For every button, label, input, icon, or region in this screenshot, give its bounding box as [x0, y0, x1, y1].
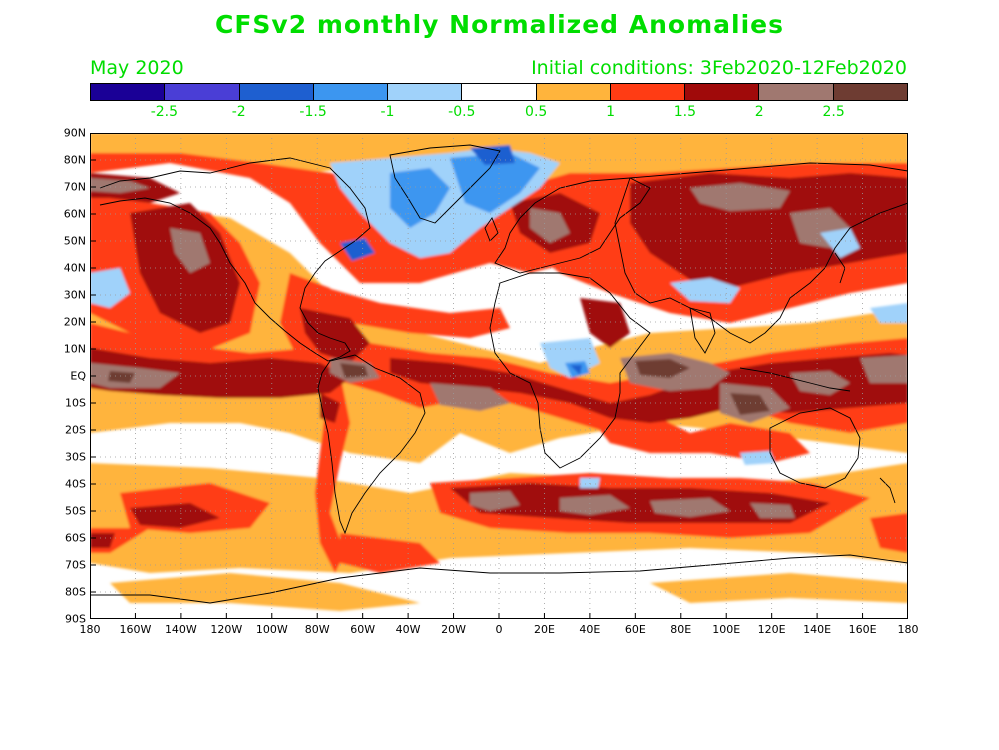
longitude-label: 100E — [712, 623, 741, 636]
latitude-label: 80N — [63, 153, 86, 167]
colorbar-cell — [165, 84, 240, 100]
latitude-label: EQ — [70, 369, 86, 383]
axis-ticks — [90, 133, 908, 619]
longitude-label: 80E — [670, 623, 692, 636]
latitude-label: 40N — [63, 261, 86, 275]
anomaly-fields — [90, 133, 908, 611]
colorbar-cell — [685, 84, 760, 100]
longitude-label: 160W — [119, 623, 152, 636]
longitude-label: 120W — [210, 623, 243, 636]
colorbar-label: -2.5 — [150, 104, 179, 120]
longitude-label: 120E — [757, 623, 786, 636]
colorbar-label: 0.5 — [525, 104, 548, 120]
latitude-label: 30N — [63, 288, 86, 302]
colorbar-cell — [759, 84, 834, 100]
longitude-label: 60E — [624, 623, 646, 636]
longitude-label: 140E — [803, 623, 832, 636]
latitude-label: 20N — [63, 315, 86, 329]
colorbar-cell — [313, 84, 389, 100]
initial-conditions-label: Initial conditions: 3Feb2020-12Feb2020 — [531, 57, 907, 79]
latitude-label: 70N — [63, 180, 86, 194]
latitude-label: 50S — [65, 504, 86, 518]
latitude-label: 90N — [63, 126, 86, 140]
latitude-label: 70S — [65, 558, 86, 572]
colorbar-label: -1.5 — [299, 104, 327, 120]
longitude-label: 180 — [79, 623, 101, 636]
colorbar-cell — [833, 84, 907, 100]
colorbar-cell — [91, 84, 166, 100]
latitude-label: 80S — [65, 585, 86, 599]
coastlines — [90, 144, 908, 604]
longitude-label: 80W — [304, 623, 330, 636]
colorbar-label: 2.5 — [822, 104, 845, 120]
colorbar-cell — [536, 84, 611, 100]
colorbar-cell — [239, 84, 314, 100]
longitude-label: 20E — [533, 623, 555, 636]
colorbar-cell — [388, 84, 463, 100]
latitude-label: 10N — [63, 342, 86, 356]
latitude-label: 60N — [63, 207, 86, 221]
map-title: CFSv2 monthly Normalized Anomalies — [215, 10, 784, 39]
colorbar-labels: -2.5 -2 -1.5 -1 -0.5 0.5 1 1.5 2 2.5 — [90, 104, 908, 122]
longitude-axis: 180 160W 140W 120W 100W 80W 60W 40W 20W 0 20E 40E 60… — [80, 623, 919, 639]
anomaly-minus-2-minus-1.5 — [340, 145, 582, 375]
latitude-label: 30S — [65, 450, 86, 464]
colorbar-label: -2 — [231, 104, 246, 120]
longitude-label: 0 — [495, 623, 503, 636]
colorbar-label: -1 — [380, 104, 395, 120]
anomaly-map — [90, 133, 908, 619]
longitude-label: 20W — [441, 623, 466, 636]
colorbar-label: 2 — [754, 104, 764, 120]
latitude-label: 90S — [65, 612, 86, 626]
colorbar-cell — [462, 84, 537, 100]
latitude-axis: 90N 80N 70N 60N 50N 40N 30N 20N 10N EQ 10S 20S 30S 40… — [50, 127, 86, 626]
latitude-label: 20S — [65, 423, 86, 437]
longitude-label: 160E — [848, 623, 877, 636]
longitude-label: 40W — [395, 623, 421, 636]
longitude-label: 100W — [255, 623, 288, 636]
longitude-label: 180 — [897, 623, 919, 636]
latitude-label: 10S — [65, 396, 86, 410]
latitude-label: 50N — [63, 234, 86, 248]
latitude-label: 40S — [65, 477, 86, 491]
colorbar — [90, 83, 908, 101]
colorbar-cell — [610, 84, 686, 100]
latitude-label: 60S — [65, 531, 86, 545]
grid-lines — [90, 133, 908, 619]
longitude-label: 140W — [164, 623, 197, 636]
colorbar-label: 1 — [606, 104, 615, 120]
longitude-label: 40E — [579, 623, 601, 636]
valid-month-label: May 2020 — [90, 57, 184, 79]
longitude-label: 60W — [350, 623, 376, 636]
colorbar-label: 1.5 — [673, 104, 697, 120]
anomaly-above-2.5 — [108, 359, 770, 415]
colorbar-label: -0.5 — [448, 104, 476, 120]
